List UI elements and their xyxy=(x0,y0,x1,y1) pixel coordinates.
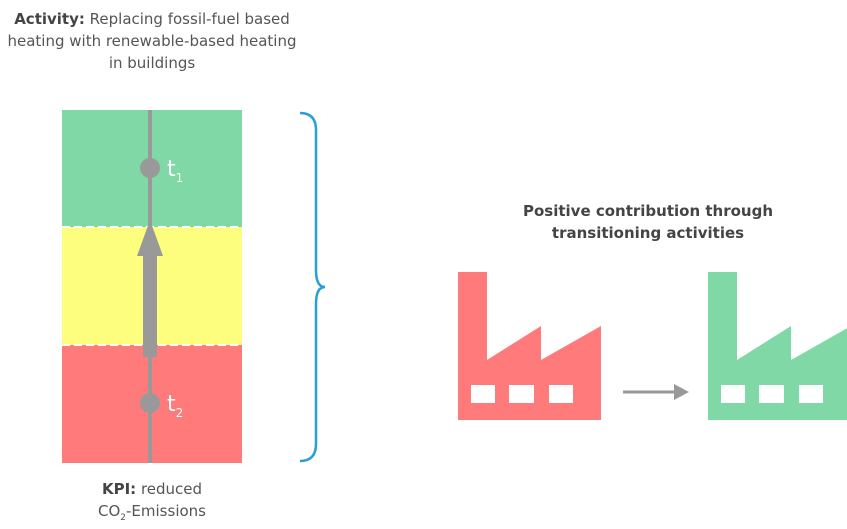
factory-red xyxy=(458,272,601,420)
windows xyxy=(721,385,823,403)
windows xyxy=(471,385,573,403)
contribution-title: Positive contribution through transition… xyxy=(522,202,774,242)
activity-caption: Activity: Replacing fossil-fuel based he… xyxy=(7,10,297,72)
brace xyxy=(299,111,326,463)
marker-label: t1 xyxy=(167,157,183,185)
factory-green xyxy=(708,272,847,420)
marker-dot xyxy=(140,158,160,178)
arrow-head xyxy=(137,220,163,256)
marker-dot xyxy=(140,393,160,413)
marker-label: t2 xyxy=(167,392,183,420)
transition-arrow-head xyxy=(674,384,689,400)
arrow-shaft xyxy=(143,253,157,357)
kpi-caption: KPI: reduced CO2-Emissions xyxy=(98,480,206,523)
